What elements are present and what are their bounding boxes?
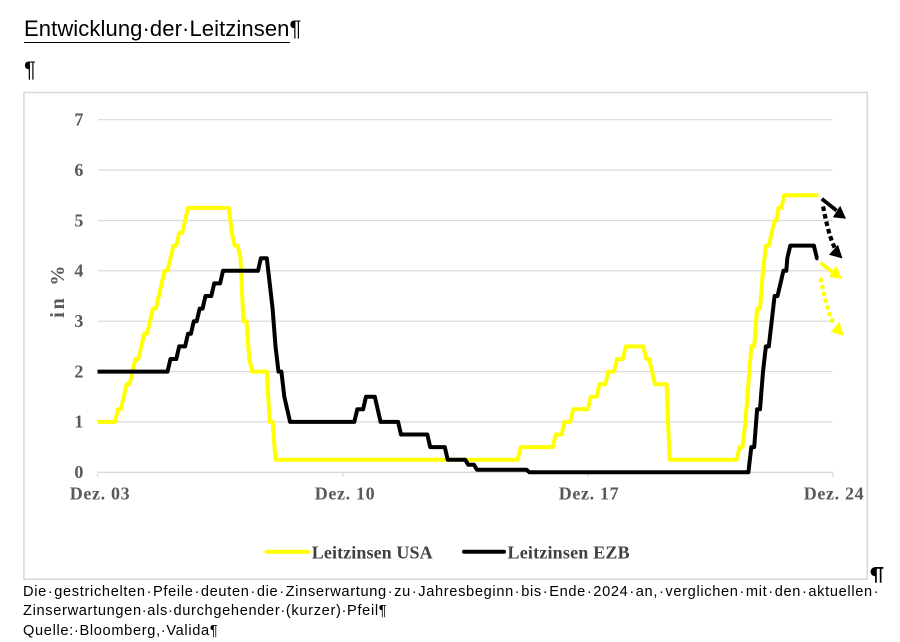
svg-text:Leitzinsen USA: Leitzinsen USA xyxy=(312,543,433,563)
svg-text:6: 6 xyxy=(74,160,84,180)
svg-text:Leitzinsen EZB: Leitzinsen EZB xyxy=(508,543,630,563)
svg-text:7: 7 xyxy=(74,110,84,130)
svg-text:5: 5 xyxy=(74,210,84,230)
svg-text:Dez. 03: Dez. 03 xyxy=(70,484,131,504)
svg-text:3: 3 xyxy=(74,311,84,331)
svg-text:4: 4 xyxy=(74,261,84,281)
svg-text:Dez. 10: Dez. 10 xyxy=(315,484,376,504)
svg-text:Dez. 24: Dez. 24 xyxy=(804,484,865,504)
svg-text:0: 0 xyxy=(74,462,84,482)
svg-text:Dez. 17: Dez. 17 xyxy=(559,484,620,504)
svg-text:2: 2 xyxy=(74,361,84,381)
svg-text:in %: in % xyxy=(47,263,69,318)
svg-text:1: 1 xyxy=(74,412,84,432)
